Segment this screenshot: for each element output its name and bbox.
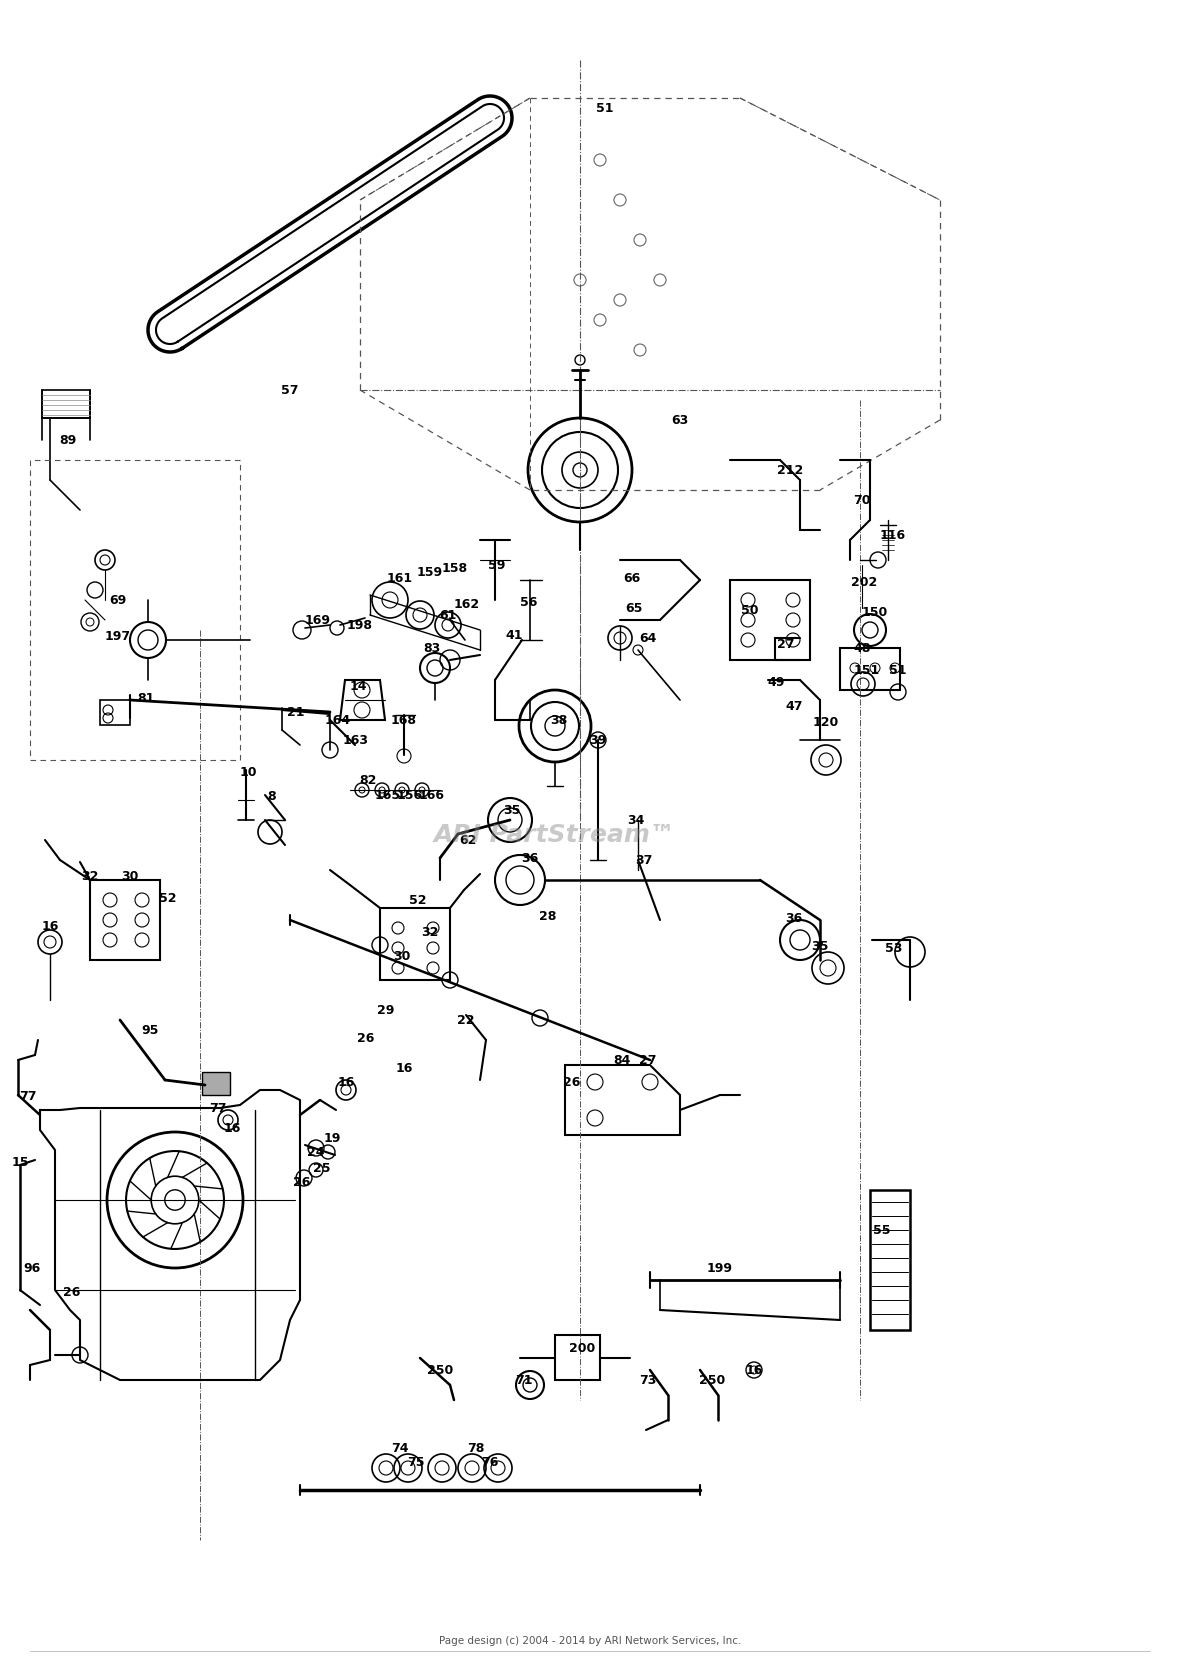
Text: 65: 65	[625, 601, 643, 614]
Text: 78: 78	[467, 1442, 485, 1454]
Text: 150: 150	[861, 606, 889, 619]
Text: 47: 47	[785, 699, 802, 713]
Text: 32: 32	[81, 870, 99, 883]
Text: 120: 120	[813, 716, 839, 728]
Text: 75: 75	[407, 1455, 425, 1469]
Text: 36: 36	[522, 851, 538, 865]
Text: 49: 49	[767, 676, 785, 689]
Text: 158: 158	[442, 561, 468, 574]
Text: 74: 74	[392, 1442, 408, 1454]
Text: 96: 96	[24, 1262, 40, 1275]
Text: 169: 169	[304, 614, 332, 626]
Text: 89: 89	[59, 434, 77, 447]
Text: 165: 165	[375, 788, 401, 801]
Text: 27: 27	[778, 638, 795, 651]
Text: 197: 197	[105, 629, 131, 643]
Text: 24: 24	[307, 1145, 324, 1158]
Text: 200: 200	[569, 1342, 595, 1355]
Text: 14: 14	[349, 679, 367, 693]
Text: 151: 151	[854, 664, 880, 676]
Text: 35: 35	[812, 940, 828, 953]
Text: 39: 39	[589, 733, 607, 746]
Text: 59: 59	[489, 559, 506, 571]
Text: 51: 51	[596, 102, 614, 115]
Text: 21: 21	[287, 706, 304, 718]
Text: 10: 10	[240, 766, 257, 778]
Text: 95: 95	[142, 1023, 158, 1036]
Text: 162: 162	[454, 598, 480, 611]
Text: 82: 82	[360, 773, 376, 786]
Text: 57: 57	[281, 384, 299, 397]
Text: 83: 83	[424, 641, 440, 654]
Text: 55: 55	[873, 1223, 891, 1237]
Text: 166: 166	[419, 788, 445, 801]
Text: 163: 163	[343, 733, 369, 746]
Text: 52: 52	[409, 893, 427, 906]
Text: 48: 48	[853, 641, 871, 654]
Text: 161: 161	[387, 571, 413, 584]
Text: 41: 41	[505, 629, 523, 641]
Text: 81: 81	[137, 691, 155, 704]
Text: 15: 15	[12, 1155, 28, 1168]
Text: 168: 168	[391, 714, 417, 726]
Text: 29: 29	[378, 1003, 394, 1016]
Text: 30: 30	[393, 950, 411, 963]
Text: 28: 28	[539, 910, 557, 923]
Text: 156: 156	[396, 788, 424, 801]
Text: 250: 250	[699, 1374, 726, 1387]
Text: 16: 16	[41, 920, 59, 933]
Text: 73: 73	[640, 1374, 657, 1387]
Text: 56: 56	[520, 596, 538, 609]
Text: 66: 66	[623, 571, 641, 584]
Text: 53: 53	[885, 941, 903, 955]
Text: 25: 25	[313, 1162, 330, 1175]
Text: 77: 77	[19, 1090, 37, 1103]
Text: 77: 77	[209, 1102, 227, 1115]
Text: 30: 30	[122, 870, 139, 883]
Text: 26: 26	[358, 1031, 375, 1045]
Text: 36: 36	[786, 911, 802, 925]
Text: 63: 63	[671, 414, 689, 427]
Text: 202: 202	[851, 576, 877, 589]
Text: 164: 164	[324, 714, 352, 726]
Text: 26: 26	[64, 1285, 80, 1298]
Text: Page design (c) 2004 - 2014 by ARI Network Services, Inc.: Page design (c) 2004 - 2014 by ARI Netwo…	[439, 1636, 741, 1646]
Text: 69: 69	[110, 594, 126, 606]
Polygon shape	[202, 1071, 230, 1095]
Text: 84: 84	[614, 1053, 630, 1066]
Text: ARI PartStream™: ARI PartStream™	[434, 823, 675, 846]
Text: 16: 16	[395, 1061, 413, 1075]
Text: 19: 19	[323, 1132, 341, 1145]
Text: 26: 26	[563, 1075, 581, 1088]
Text: 8: 8	[268, 789, 276, 803]
Text: 50: 50	[741, 604, 759, 616]
Text: 22: 22	[458, 1013, 474, 1026]
Text: 76: 76	[481, 1455, 499, 1469]
Text: 16: 16	[223, 1122, 241, 1135]
Text: 61: 61	[439, 609, 457, 621]
Text: 51: 51	[890, 664, 906, 676]
Text: 70: 70	[853, 494, 871, 506]
Text: 198: 198	[347, 619, 373, 631]
Text: 250: 250	[427, 1364, 453, 1377]
Text: 52: 52	[159, 891, 177, 905]
Text: 16: 16	[337, 1075, 355, 1088]
Text: 159: 159	[417, 566, 442, 579]
Text: 32: 32	[421, 926, 439, 938]
Text: 37: 37	[635, 853, 653, 866]
Text: 16: 16	[746, 1364, 762, 1377]
Text: 35: 35	[504, 803, 520, 816]
Text: 27: 27	[640, 1053, 657, 1066]
Text: 34: 34	[628, 813, 644, 826]
Text: 199: 199	[707, 1262, 733, 1275]
Text: 26: 26	[294, 1175, 310, 1188]
Text: 64: 64	[640, 631, 657, 644]
Text: 116: 116	[880, 529, 906, 541]
Text: 62: 62	[459, 833, 477, 846]
Text: 38: 38	[550, 714, 568, 726]
Text: 71: 71	[516, 1374, 532, 1387]
Text: 212: 212	[776, 464, 804, 477]
